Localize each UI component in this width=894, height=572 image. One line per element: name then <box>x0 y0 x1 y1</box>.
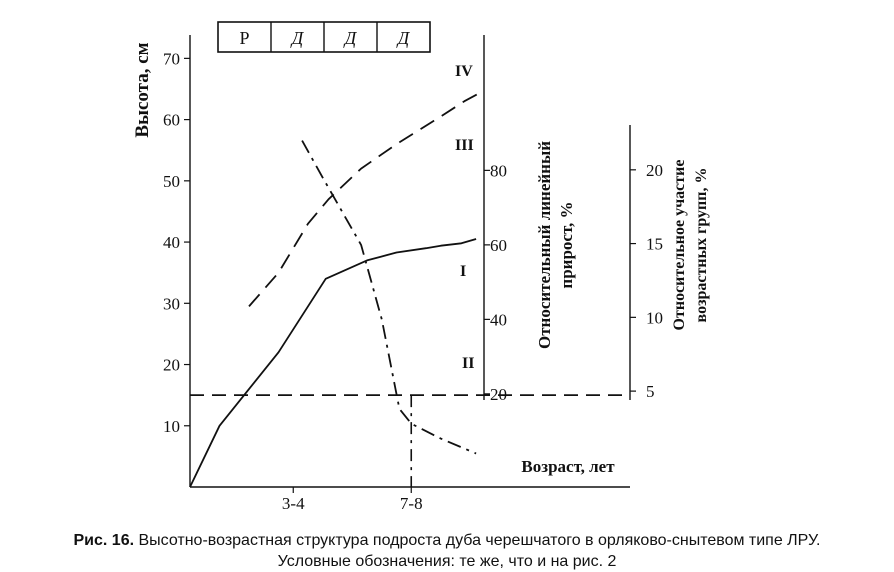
participation-axis-tick-label: 20 <box>646 161 663 180</box>
height-axis-tick-label: 30 <box>163 294 180 313</box>
height-axis-tick-label: 60 <box>163 111 180 130</box>
series-line-II <box>301 140 477 455</box>
phase-bar-cell-label: Д <box>396 28 411 48</box>
series-line-I <box>189 238 477 488</box>
curve-label-IV: IV <box>455 63 473 80</box>
series-line-III <box>248 92 480 307</box>
height-axis-tick-label: 10 <box>163 417 180 436</box>
figure-caption-line-1: Рис. 16. Высотно-возрастная структура по… <box>0 530 894 551</box>
x-axis-tick-label: 3-4 <box>282 494 305 513</box>
height-axis-title: Высота, см <box>132 42 153 137</box>
curve-label-I: I <box>460 263 466 280</box>
x-axis-title: Возраст, лет <box>521 457 615 476</box>
height-axis-tick-label: 20 <box>163 356 180 375</box>
curve-label-III: III <box>455 137 474 154</box>
growth-axis-tick-label: 40 <box>490 310 507 329</box>
caption-title: Высотно-возрастная структура подроста ду… <box>134 532 821 549</box>
height-axis-tick-label: 40 <box>163 233 180 252</box>
height-axis-tick-label: 70 <box>163 49 180 68</box>
x-axis-tick-label: 7-8 <box>400 494 423 513</box>
growth-axis-tick-label: 80 <box>490 161 507 180</box>
phase-bar-cell-label: Д <box>343 28 358 48</box>
growth-axis-title: Относительный линейный прирост, % <box>535 141 576 349</box>
participation-axis-tick-label: 15 <box>646 235 663 254</box>
curve-label-II: II <box>462 355 474 372</box>
growth-axis-tick-label: 60 <box>490 236 507 255</box>
height-axis-tick-label: 50 <box>163 172 180 191</box>
caption-figure-number: Рис. 16. <box>73 532 135 549</box>
participation-axis-tick-label: 10 <box>646 308 663 327</box>
participation-axis-title: Относительное участие возрастных групп, % <box>671 160 710 331</box>
phase-bar-cell-label: Д <box>290 28 305 48</box>
participation-axis-tick-label: 5 <box>646 382 655 401</box>
figure-caption-line-2: Условные обозначения: те же, что и на ри… <box>277 553 617 570</box>
phase-bar-cell-label: Р <box>239 28 249 48</box>
